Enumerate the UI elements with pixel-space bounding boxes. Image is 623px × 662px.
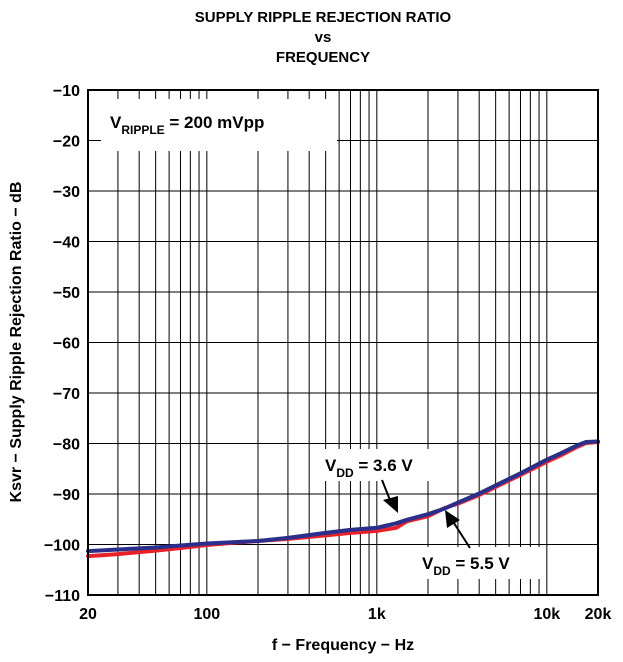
svg-text:VDD = 3.6 V: VDD = 3.6 V — [325, 456, 413, 480]
y-tick-label: −100 — [44, 538, 80, 555]
svg-text:VDD = 5.5 V: VDD = 5.5 V — [422, 554, 510, 578]
y-tick-label: −30 — [53, 184, 80, 201]
annotation-arrowhead-vdd-5-5 — [445, 510, 460, 528]
x-axis-label: f − Frequency − Hz — [272, 637, 414, 654]
plot-frame — [87, 89, 599, 596]
y-tick-label: −40 — [53, 235, 80, 252]
x-tick-label: 20k — [585, 606, 612, 623]
series-layer — [86, 439, 600, 559]
y-tick-label: −10 — [53, 83, 80, 100]
x-tick-label: 1k — [368, 606, 386, 623]
x-tick-label: 10k — [533, 606, 560, 623]
chart-title-line-1: SUPPLY RIPPLE REJECTION RATIO — [195, 9, 452, 26]
annotation-arrowhead-vdd-3-6 — [383, 496, 398, 513]
grid — [87, 89, 599, 596]
y-tick-label: −20 — [53, 134, 80, 151]
annotation-vripple: VRIPPLE = 200 mVpp — [101, 99, 337, 151]
y-tick-label: −60 — [53, 336, 80, 353]
x-tick-label: 100 — [193, 606, 220, 623]
y-tick-label: −70 — [53, 386, 80, 403]
series-line-2 — [86, 439, 600, 554]
annotation-vdd-5-5: VDD = 5.5 V — [414, 510, 542, 579]
annotation-arrow-vdd-5-5 — [451, 519, 471, 549]
annotation-vdd-3-6: VDD = 3.6 V — [318, 449, 442, 513]
x-tick-label: 20 — [79, 606, 97, 623]
svg-text:VRIPPLE = 200 mVpp: VRIPPLE = 200 mVpp — [110, 113, 264, 137]
chart-title-line-3: FREQUENCY — [276, 49, 370, 66]
y-tick-label: −110 — [45, 588, 80, 605]
chart-title-line-2: vs — [315, 29, 332, 46]
y-tick-label: −80 — [53, 437, 80, 454]
y-tick-label: −90 — [53, 487, 80, 504]
y-tick-label: −50 — [53, 285, 80, 302]
y-axis-label: Ksvr − Supply Ripple Rejection Ratio − d… — [8, 182, 25, 503]
